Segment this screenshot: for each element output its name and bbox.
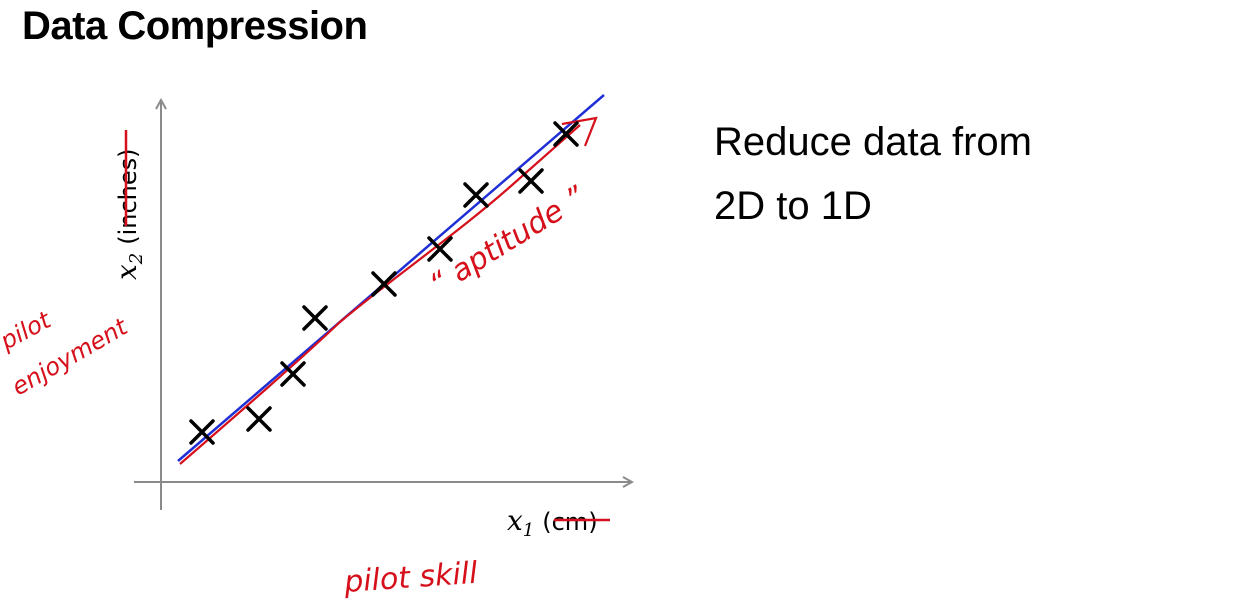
bullet-text: Reduce data from 2D to 1D xyxy=(714,110,1032,238)
y-axis-label: x2(inches) xyxy=(110,148,147,280)
data-point xyxy=(463,182,489,208)
data-points xyxy=(189,121,579,445)
bullet-line-1: Reduce data from xyxy=(714,120,1032,164)
data-point xyxy=(518,168,544,194)
data-point xyxy=(302,305,328,331)
aptitude-arrow-hook xyxy=(561,116,598,147)
aptitude-hand-line xyxy=(179,124,581,465)
pilot-annotation: pilot xyxy=(0,305,57,356)
data-point xyxy=(246,406,272,432)
data-point xyxy=(189,419,215,445)
data-point xyxy=(553,121,579,147)
data-point xyxy=(280,361,306,387)
data-point xyxy=(427,236,453,262)
bullet-line-2: 2D to 1D xyxy=(714,184,872,228)
slide-title: Data Compression xyxy=(22,4,368,48)
x-axis-label: x1 (cm) xyxy=(507,504,598,541)
data-point xyxy=(371,271,397,297)
pilot-skill-annotation: pilot skill xyxy=(342,556,479,600)
